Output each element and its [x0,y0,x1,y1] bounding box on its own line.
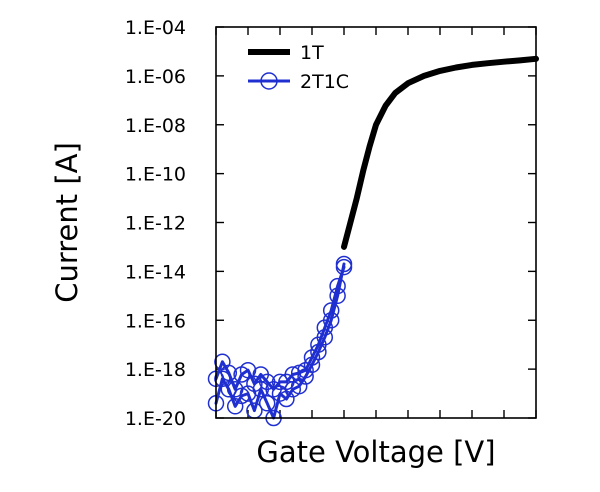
data-point [226,381,244,398]
legend-item: 1T [248,42,324,64]
plot-frame [215,26,537,419]
legend-label: 1T [300,42,324,64]
y-tick-label: 1.E-04 [125,17,186,39]
data-point [335,258,353,276]
tick-layer [215,26,537,419]
y-tick-label: 1.E-16 [125,310,186,332]
data-point [220,364,238,382]
y-axis-label: Current [A] [50,142,84,303]
legend: 1T 2T1C [248,42,349,93]
data-point [271,373,289,391]
legend-marker [260,72,278,90]
data-point [329,277,346,295]
legend-label: 2T1C [300,71,349,93]
data-point [278,390,295,408]
legend-item: 2T1C [248,71,349,93]
data-point [310,336,327,353]
series-1 [207,255,353,427]
y-tick-label: 1.E-10 [125,164,186,186]
series-0 [341,55,539,250]
data-point [303,349,321,366]
y-tick-label: 1.E-08 [125,115,186,137]
data-point [322,302,340,319]
y-tick-label: 1.E-14 [125,261,186,283]
series-2 [207,258,353,398]
y-tick-label: 1.E-18 [125,359,186,381]
y-tick-label: 1.E-06 [125,66,186,88]
data-point [316,319,334,336]
data-point [246,375,263,393]
y-tick-label: 1.E-12 [125,213,186,235]
data-point [258,395,276,412]
series-line [341,55,539,250]
label-layer: 1.E-04 1.E-06 1.E-08 1.E-10 1.E-12 1.E-14 1.E-… [125,17,186,430]
series-layer [207,55,539,427]
series-line [214,265,346,391]
x-axis-label: Gate Voltage [V] [256,435,495,469]
y-tick-label: 1.E-20 [125,408,186,430]
